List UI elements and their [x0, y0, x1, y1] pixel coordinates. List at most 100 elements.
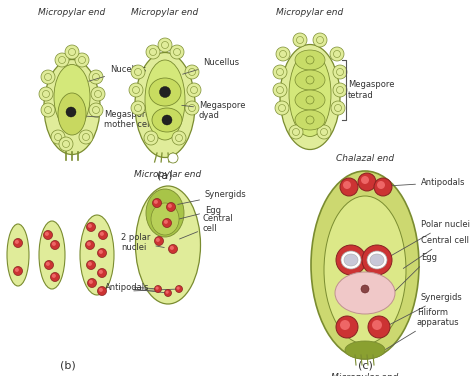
Text: Megaspore
dyad: Megaspore dyad — [182, 101, 246, 120]
Circle shape — [170, 45, 184, 59]
Circle shape — [358, 173, 376, 191]
Ellipse shape — [80, 215, 114, 295]
Circle shape — [330, 47, 344, 61]
Circle shape — [39, 87, 53, 101]
Circle shape — [313, 33, 327, 47]
Circle shape — [340, 178, 358, 196]
Circle shape — [156, 238, 160, 242]
Circle shape — [44, 230, 53, 240]
Circle shape — [99, 250, 103, 254]
Circle shape — [273, 65, 287, 79]
Circle shape — [163, 218, 172, 227]
Text: Polar nuclei: Polar nuclei — [390, 220, 470, 256]
Circle shape — [185, 101, 199, 115]
Ellipse shape — [335, 272, 395, 314]
Circle shape — [162, 115, 172, 125]
Text: Filiform
apparatus: Filiform apparatus — [385, 308, 460, 350]
Circle shape — [46, 262, 50, 266]
Ellipse shape — [7, 224, 29, 286]
Circle shape — [100, 232, 104, 236]
Circle shape — [170, 246, 174, 250]
Circle shape — [65, 45, 79, 59]
Circle shape — [41, 70, 55, 84]
Text: (a): (a) — [157, 170, 173, 180]
Circle shape — [155, 287, 159, 290]
Circle shape — [333, 83, 347, 97]
Text: Megaspore
tetrad: Megaspore tetrad — [348, 80, 394, 100]
Circle shape — [41, 103, 55, 117]
Text: Micropylar end: Micropylar end — [134, 170, 201, 179]
Ellipse shape — [295, 90, 325, 110]
Ellipse shape — [345, 341, 385, 359]
Circle shape — [131, 65, 145, 79]
Circle shape — [361, 285, 369, 293]
Circle shape — [51, 130, 65, 144]
Text: Nucellus: Nucellus — [182, 58, 239, 74]
Circle shape — [88, 279, 97, 288]
Circle shape — [51, 241, 60, 250]
Circle shape — [51, 273, 60, 282]
Circle shape — [131, 101, 145, 115]
Circle shape — [155, 237, 164, 246]
Text: Micropylar end: Micropylar end — [38, 8, 106, 17]
Circle shape — [129, 83, 143, 97]
Circle shape — [336, 316, 358, 338]
Circle shape — [99, 230, 108, 240]
Text: Antipodals: Antipodals — [390, 178, 465, 187]
Circle shape — [88, 224, 92, 228]
Text: Micropylar end: Micropylar end — [131, 8, 199, 17]
Circle shape — [164, 290, 172, 297]
Circle shape — [168, 244, 177, 253]
Ellipse shape — [311, 171, 419, 359]
Circle shape — [45, 232, 49, 236]
Circle shape — [89, 103, 103, 117]
Circle shape — [158, 38, 172, 52]
Circle shape — [377, 181, 385, 189]
Text: Synergids: Synergids — [178, 190, 247, 205]
Circle shape — [175, 285, 182, 293]
Circle shape — [187, 83, 201, 97]
Ellipse shape — [324, 196, 406, 344]
Circle shape — [154, 200, 158, 204]
Text: Antipodals: Antipodals — [105, 284, 149, 293]
Circle shape — [66, 107, 76, 117]
Text: 2 polar
nuclei: 2 polar nuclei — [121, 233, 164, 252]
Circle shape — [168, 153, 178, 163]
Circle shape — [166, 203, 175, 211]
Circle shape — [362, 245, 392, 275]
Circle shape — [55, 53, 69, 67]
Text: Megaspore
mother cell: Megaspore mother cell — [87, 109, 152, 129]
Circle shape — [172, 131, 186, 145]
Circle shape — [273, 83, 287, 97]
Ellipse shape — [295, 70, 325, 90]
Ellipse shape — [295, 110, 325, 130]
Circle shape — [98, 268, 107, 277]
Circle shape — [275, 101, 289, 115]
Circle shape — [89, 280, 93, 284]
Circle shape — [146, 45, 160, 59]
Circle shape — [98, 287, 107, 296]
Text: Synergids: Synergids — [387, 293, 463, 326]
Circle shape — [98, 249, 107, 258]
Circle shape — [165, 291, 169, 294]
Ellipse shape — [58, 93, 86, 135]
Text: Central
cell: Central cell — [180, 214, 234, 239]
Text: Central cell: Central cell — [403, 236, 469, 268]
Circle shape — [99, 270, 103, 274]
Circle shape — [45, 261, 54, 270]
Circle shape — [86, 223, 95, 232]
Text: Egg: Egg — [395, 253, 437, 291]
Text: Micropylar end: Micropylar end — [331, 373, 399, 376]
Ellipse shape — [146, 189, 184, 237]
Ellipse shape — [136, 186, 201, 304]
Circle shape — [368, 316, 390, 338]
Circle shape — [13, 238, 22, 247]
Circle shape — [85, 241, 94, 250]
Ellipse shape — [289, 52, 331, 136]
Ellipse shape — [295, 50, 325, 70]
Ellipse shape — [152, 108, 182, 132]
Circle shape — [168, 204, 172, 208]
Ellipse shape — [367, 251, 387, 269]
Circle shape — [153, 199, 162, 208]
Circle shape — [15, 268, 19, 272]
